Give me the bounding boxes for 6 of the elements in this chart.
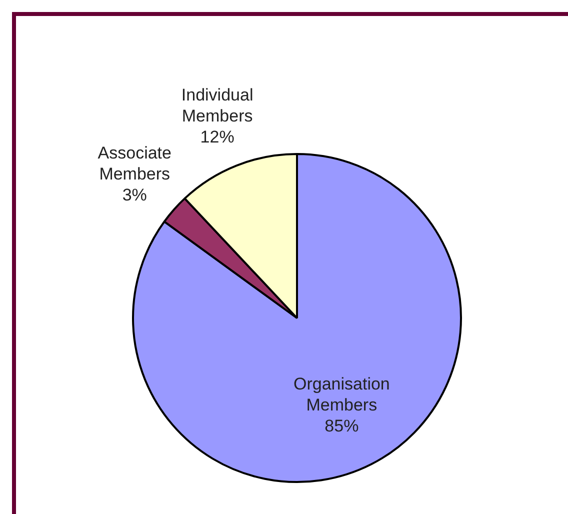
slice-label: Organisation Members (293, 374, 390, 414)
data-label: 3% (122, 186, 147, 205)
slice-label: Individual Members (181, 85, 254, 126)
data-label: 12% (200, 127, 234, 146)
slice-label: Associate Members (98, 144, 172, 184)
data-label: 85% (324, 416, 359, 436)
